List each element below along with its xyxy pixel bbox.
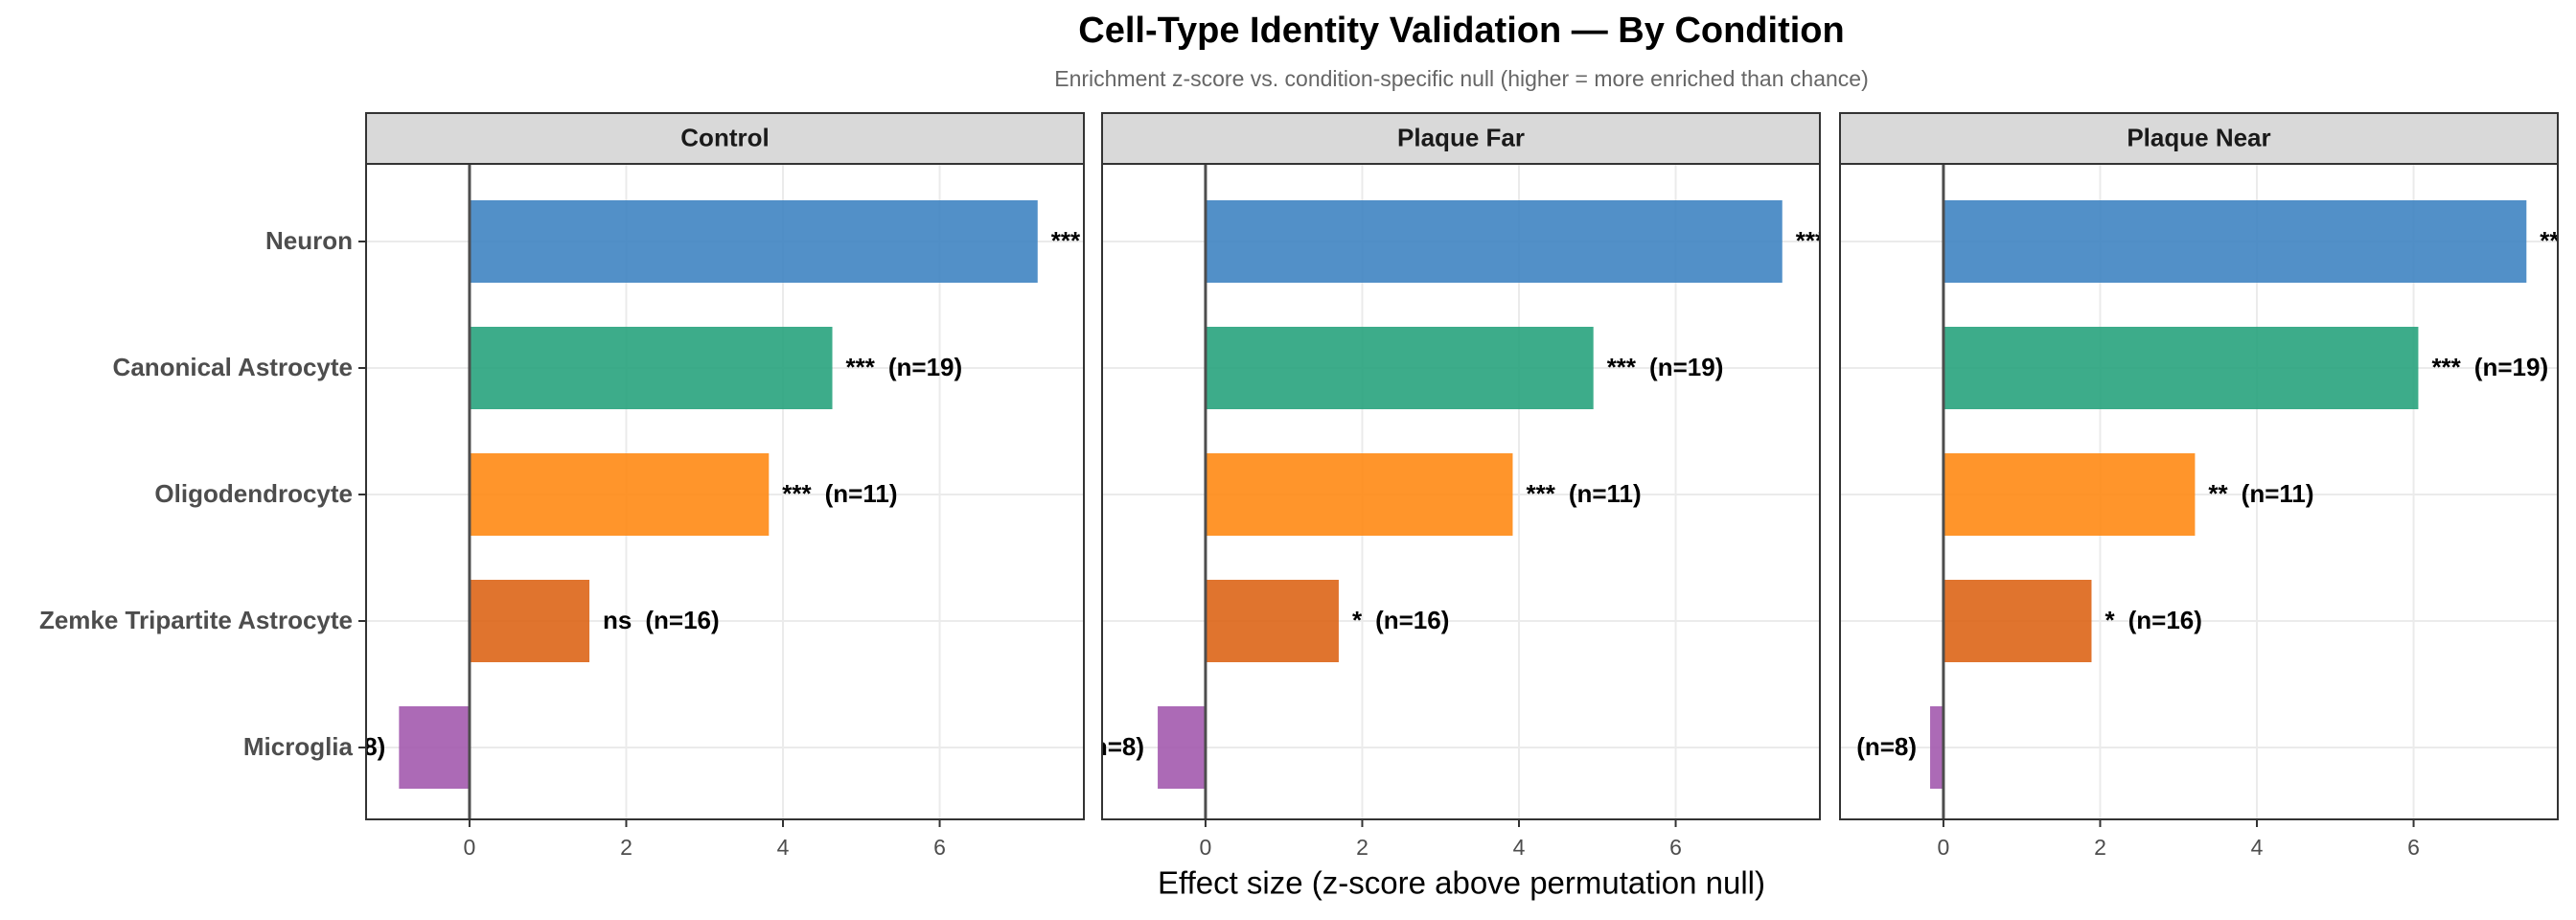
significance-label: *** bbox=[2431, 353, 2461, 381]
x-tick-label: 2 bbox=[2094, 835, 2106, 860]
x-tick-label: 2 bbox=[1356, 835, 1368, 860]
panel-border bbox=[1101, 163, 1821, 820]
x-tick-label: 2 bbox=[620, 835, 632, 860]
significance-label: * bbox=[2104, 606, 2115, 634]
count-label: (n=8) bbox=[325, 732, 385, 761]
bar bbox=[469, 580, 590, 662]
x-tick-label: 0 bbox=[464, 835, 476, 860]
x-tick-label: 0 bbox=[1200, 835, 1212, 860]
count-label: (n=19) bbox=[2474, 353, 2548, 381]
panel-border bbox=[1839, 163, 2559, 820]
bar bbox=[1943, 200, 2527, 283]
strip bbox=[1101, 112, 1821, 165]
x-tick-label: 4 bbox=[2251, 835, 2264, 860]
count-label: (n=8) bbox=[1084, 732, 1144, 761]
count-label: (n=8) bbox=[1856, 732, 1917, 761]
bar bbox=[469, 327, 833, 409]
count-label: (n=11) bbox=[825, 479, 898, 508]
count-label: (n=11) bbox=[1569, 479, 1642, 508]
bar bbox=[1943, 580, 2092, 662]
y-tick-label: Oligodendrocyte bbox=[154, 479, 353, 508]
bar bbox=[1943, 327, 2419, 409]
y-tick-label: Zemke Tripartite Astrocyte bbox=[39, 606, 353, 634]
bar bbox=[1205, 580, 1339, 662]
y-tick-label: Neuron bbox=[265, 226, 353, 255]
x-tick-label: 0 bbox=[1938, 835, 1950, 860]
count-label: (n=16) bbox=[645, 606, 719, 634]
bar bbox=[469, 453, 770, 536]
panel: *** *** (n=19) ** (n=11) * (n=16) (n=8) bbox=[1840, 164, 2569, 819]
significance-label: *** bbox=[2540, 226, 2569, 255]
x-tick-label: 6 bbox=[933, 835, 946, 860]
y-tick-label: Canonical Astrocyte bbox=[113, 353, 353, 381]
strip bbox=[1839, 112, 2559, 165]
strip-label: Plaque Far bbox=[1397, 123, 1525, 151]
x-tick-label: 6 bbox=[1669, 835, 1682, 860]
significance-label: ** bbox=[2208, 479, 2228, 508]
bar bbox=[1943, 453, 2196, 536]
significance-label: *** bbox=[1796, 226, 1826, 255]
bar bbox=[1205, 327, 1594, 409]
significance-label: *** bbox=[1526, 479, 1555, 508]
x-tick-label: 6 bbox=[2407, 835, 2420, 860]
count-label: (n=11) bbox=[2242, 479, 2314, 508]
count-label: (n=16) bbox=[2128, 606, 2202, 634]
significance-label: * bbox=[1352, 606, 1363, 634]
bar bbox=[1158, 706, 1206, 789]
strip-label: Control bbox=[680, 123, 769, 151]
x-tick-label: 4 bbox=[1513, 835, 1526, 860]
y-tick-label: Microglia bbox=[243, 732, 354, 761]
x-axis-title: Effect size (z-score above permutation n… bbox=[1158, 865, 1765, 901]
x-tick-label: 4 bbox=[777, 835, 790, 860]
bar bbox=[1205, 200, 1782, 283]
bar bbox=[1205, 453, 1513, 536]
bar bbox=[399, 706, 470, 789]
panel: *** *** (n=19) *** (n=11) * (n=16) (n=8) bbox=[1084, 164, 1826, 819]
strip bbox=[365, 112, 1085, 165]
count-label: (n=16) bbox=[1375, 606, 1449, 634]
count-label: (n=19) bbox=[1649, 353, 1723, 381]
panel: *** *** (n=19) *** (n=11) ns (n=16) (n=8) bbox=[325, 164, 1084, 819]
strip-label: Plaque Near bbox=[2127, 123, 2270, 151]
significance-label: *** bbox=[1607, 353, 1637, 381]
significance-label: ns bbox=[603, 606, 632, 634]
significance-label: *** bbox=[1051, 226, 1081, 255]
bar bbox=[469, 200, 1038, 283]
chart-title: Cell-Type Identity Validation — By Condi… bbox=[1078, 11, 1844, 51]
count-label: (n=19) bbox=[888, 353, 962, 381]
significance-label: *** bbox=[846, 353, 876, 381]
panel-border bbox=[365, 163, 1085, 820]
chart-subtitle: Enrichment z-score vs. condition-specifi… bbox=[1054, 66, 1868, 91]
significance-label: *** bbox=[782, 479, 812, 508]
bar bbox=[1930, 706, 1944, 789]
